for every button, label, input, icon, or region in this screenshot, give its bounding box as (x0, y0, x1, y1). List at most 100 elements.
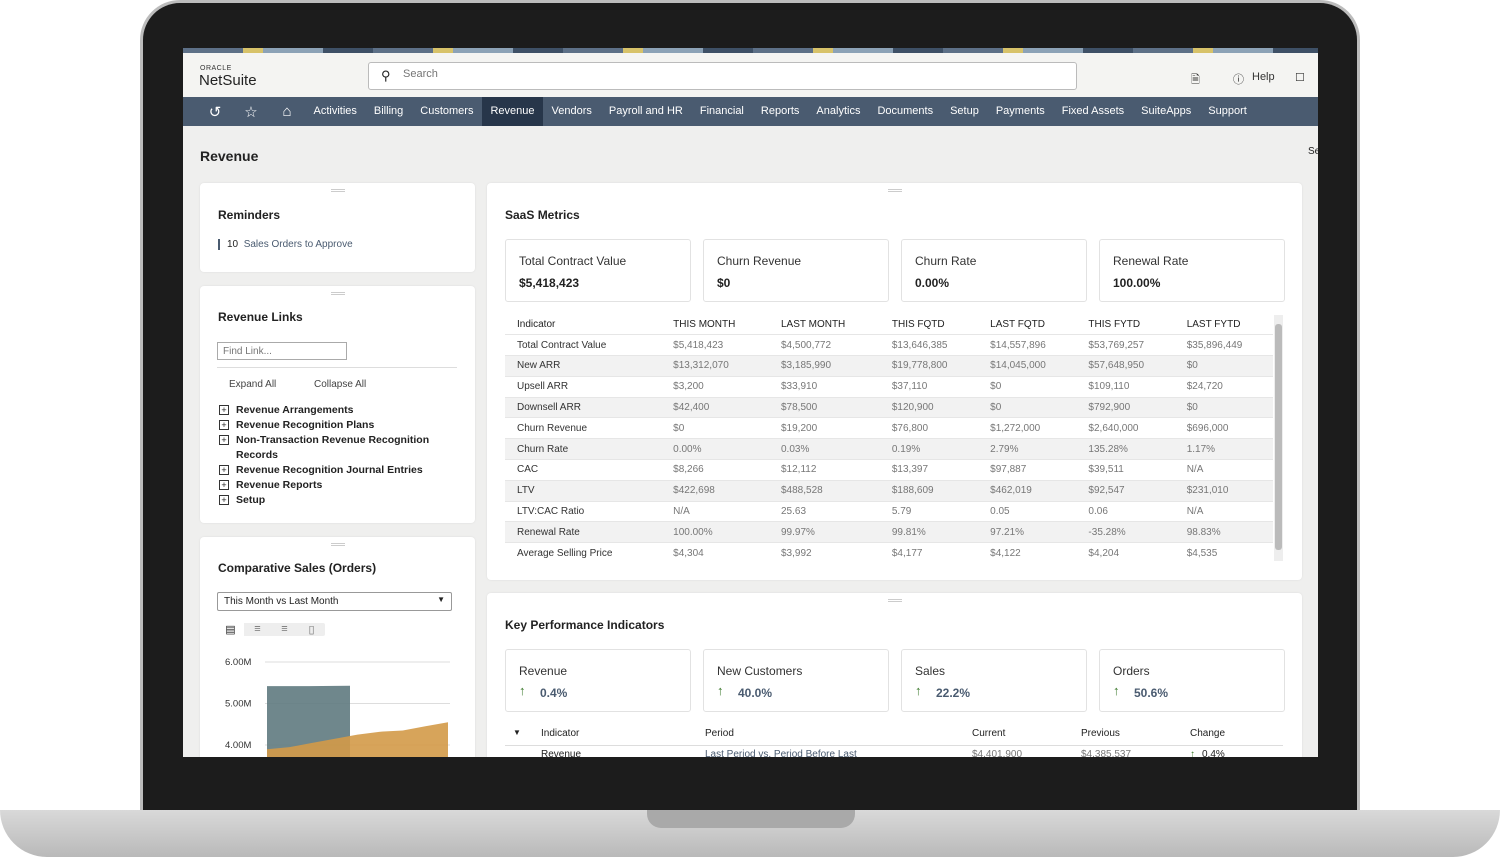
drag-handle[interactable] (330, 292, 345, 295)
link-item[interactable]: + Revenue Recognition Journal Entries (219, 463, 449, 478)
table-cell: $57,648,950 (1088, 360, 1145, 372)
table-cell: $13,646,385 (891, 339, 948, 351)
reminder-label[interactable]: Sales Orders to Approve (243, 239, 353, 250)
table-cell: $0 (1186, 402, 1198, 414)
nav-activities[interactable]: Activities (313, 105, 357, 117)
reminder-item[interactable]: 10 Sales Orders to Approve (218, 239, 353, 250)
expand-plus-icon[interactable]: + (219, 480, 229, 490)
line-chart-icon[interactable]: ≡ (254, 623, 261, 635)
expand-plus-icon[interactable]: + (219, 405, 229, 415)
recent-records-icon[interactable]: 🗎 (1191, 74, 1200, 86)
kpi-tile[interactable]: Orders ↑ 50.6% (1099, 649, 1285, 712)
find-link-input[interactable] (217, 342, 347, 360)
help-link[interactable]: Help (1252, 71, 1275, 83)
link-item[interactable]: + Revenue Recognition Plans (219, 418, 449, 433)
link-label[interactable]: Revenue Recognition Journal Entries (236, 464, 423, 476)
collapse-icon[interactable]: ▼ (513, 728, 521, 737)
link-item[interactable]: + Revenue Reports (219, 478, 449, 493)
expand-plus-icon[interactable]: + (219, 435, 229, 445)
metric-tile[interactable]: Churn Revenue $0 (703, 239, 889, 302)
link-label[interactable]: Non-Transaction Revenue Recognition Reco… (236, 434, 430, 461)
column-header[interactable]: LAST MONTH (781, 318, 846, 330)
expand-plus-icon[interactable]: + (219, 495, 229, 505)
nav-financial[interactable]: Financial (699, 105, 744, 117)
nav-payments[interactable]: Payments (995, 105, 1045, 117)
expand-plus-icon[interactable]: + (219, 420, 229, 430)
kpi-tile[interactable]: New Customers ↑ 40.0% (703, 649, 889, 712)
link-item[interactable]: + Revenue Arrangements (219, 403, 449, 418)
column-header[interactable]: THIS FYTD (1088, 318, 1141, 330)
netsuite-logo[interactable]: NetSuite (199, 72, 257, 89)
link-label[interactable]: Revenue Recognition Plans (236, 419, 375, 431)
table-cell: New ARR (517, 360, 561, 372)
column-header[interactable]: Indicator (517, 318, 556, 330)
expand-plus-icon[interactable]: + (219, 465, 229, 475)
link-label[interactable]: Revenue Arrangements (236, 404, 354, 416)
nav-fixed-assets[interactable]: Fixed Assets (1061, 105, 1125, 117)
nav-support[interactable]: Support (1208, 105, 1247, 117)
link-label[interactable]: Revenue Reports (236, 479, 323, 491)
table-cell: $37,110 (891, 381, 928, 393)
nav-vendors[interactable]: Vendors (551, 105, 592, 117)
scrollbar-thumb[interactable] (1275, 324, 1282, 550)
expand-all-link[interactable]: Expand All (229, 379, 277, 390)
table-row: Average Selling Price $4,304 $3,992 $4,177 $… (505, 542, 1273, 564)
kpi-value: 0.4% (540, 686, 568, 700)
bar-chart-icon[interactable]: ≡ (281, 623, 288, 635)
nav-revenue[interactable]: Revenue (481, 97, 543, 126)
table-cell: Churn Rate (517, 443, 569, 455)
link-item[interactable]: + Setup (219, 493, 449, 508)
collapse-all-link[interactable]: Collapse All (314, 379, 367, 390)
column-header[interactable]: THIS FQTD (891, 318, 945, 330)
metric-tile[interactable]: Renewal Rate 100.00% (1099, 239, 1285, 302)
kpi-row-period[interactable]: Last Period vs. Period Before Last (705, 749, 857, 757)
kpi-label: Orders (1113, 664, 1150, 678)
metric-label: Churn Revenue (717, 254, 802, 268)
column-header[interactable]: LAST FYTD (1186, 318, 1241, 330)
drag-handle[interactable] (330, 543, 345, 546)
drag-handle[interactable] (330, 189, 345, 192)
column-chart-icon[interactable]: ▯ (308, 624, 315, 636)
period-select[interactable]: This Month vs Last Month ▼ (217, 592, 452, 611)
metric-tile[interactable]: Total Contract Value $5,418,423 (505, 239, 691, 302)
kpi-tile[interactable]: Sales ↑ 22.2% (901, 649, 1087, 712)
table-cell: $4,500,772 (781, 339, 832, 351)
links-tree: + Revenue Arrangements + Revenue Recognitio… (219, 403, 449, 508)
nav-payroll-and-hr[interactable]: Payroll and HR (608, 105, 683, 117)
table-cell: $78,500 (781, 402, 818, 414)
kpi-label: Revenue (519, 664, 568, 678)
star-icon[interactable]: ☆ (244, 103, 258, 121)
nav-customers[interactable]: Customers (420, 105, 474, 117)
feedback-icon[interactable]: ☐ (1295, 72, 1305, 84)
table-cell: 135.28% (1088, 443, 1128, 455)
help-icon[interactable]: ⓘ (1233, 74, 1244, 86)
table-cell: 0.06 (1088, 506, 1108, 518)
search-box[interactable]: ⚲ (368, 62, 1077, 90)
link-item[interactable]: + Non-Transaction Revenue Recognition Rec… (219, 433, 449, 463)
page-title: Revenue (200, 148, 259, 164)
nav-analytics[interactable]: Analytics (816, 105, 861, 117)
area-chart-icon[interactable]: ▤ (217, 623, 244, 636)
settings-link-cut[interactable]: Se (1308, 146, 1318, 157)
drag-handle[interactable] (887, 599, 902, 602)
nav-reports[interactable]: Reports (760, 105, 800, 117)
table-scrollbar[interactable] (1274, 315, 1283, 561)
home-icon[interactable]: ⌂ (282, 103, 292, 120)
this-month-area[interactable] (267, 685, 350, 757)
nav-documents[interactable]: Documents (877, 105, 934, 117)
link-label[interactable]: Setup (236, 494, 266, 506)
kpi-tile[interactable]: Revenue ↑ 0.4% (505, 649, 691, 712)
drag-handle[interactable] (887, 189, 902, 192)
search-input[interactable] (403, 68, 1003, 80)
nav-suiteapps[interactable]: SuiteApps (1141, 105, 1192, 117)
last-month-area[interactable] (267, 722, 448, 757)
column-header[interactable]: LAST FQTD (990, 318, 1045, 330)
table-cell: $4,535 (1186, 547, 1218, 559)
metric-tile[interactable]: Churn Rate 0.00% (901, 239, 1087, 302)
history-icon[interactable]: ↺ (208, 103, 222, 121)
nav-billing[interactable]: Billing (373, 105, 404, 117)
nav-setup[interactable]: Setup (950, 105, 979, 117)
table-row: LTV:CAC Ratio N/A 25.63 5.79 0.05 0.06 N/A (505, 501, 1273, 522)
table-cell: $12,112 (781, 464, 817, 476)
column-header[interactable]: THIS MONTH (673, 318, 736, 330)
